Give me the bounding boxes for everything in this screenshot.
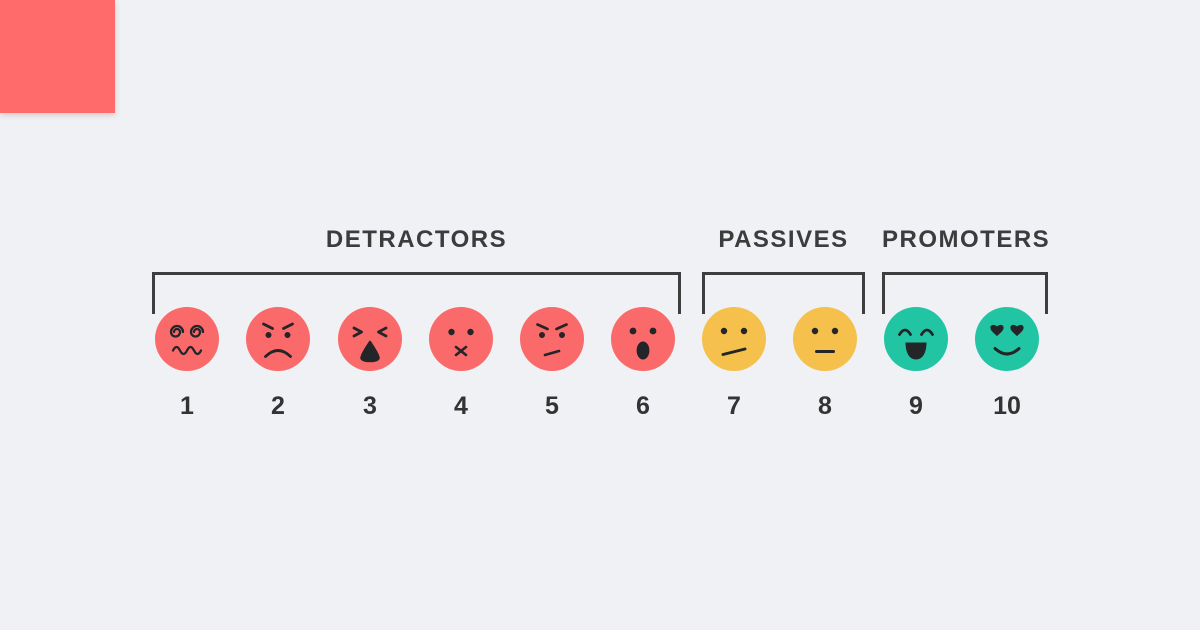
score-label-6: 6 [636, 392, 650, 420]
score-label-5: 5 [545, 392, 559, 420]
score-label-9: 9 [909, 392, 923, 420]
face-icon-neutral [793, 307, 857, 371]
face-icon-yelling [338, 307, 402, 371]
face-icon-heart-eyes [975, 307, 1039, 371]
score-label-10: 10 [993, 392, 1021, 420]
group-label-passives: PASSIVES [718, 226, 849, 253]
score-label-2: 2 [271, 392, 285, 420]
face-icon-angry [246, 307, 310, 371]
group-label-promoters: PROMOTERS [882, 226, 1051, 253]
face-icon-sealed-lips [429, 307, 493, 371]
nps-face-3-yelling [338, 307, 402, 371]
face-icon-dizzy [155, 307, 219, 371]
nps-face-2-angry [246, 307, 310, 371]
score-label-1: 1 [180, 392, 194, 420]
nps-group-detractors: DETRACTORS [152, 226, 681, 314]
face-icon-shocked [611, 307, 675, 371]
nps-face-7-skeptical [702, 307, 766, 371]
nps-face-5-annoyed [520, 307, 584, 371]
corner-accent-square [0, 0, 115, 113]
score-label-7: 7 [727, 392, 741, 420]
nps-face-9-laughing [884, 307, 948, 371]
face-icon-skeptical [702, 307, 766, 371]
score-label-4: 4 [454, 392, 468, 420]
nps-group-passives: PASSIVES [702, 226, 865, 314]
score-label-3: 3 [363, 392, 377, 420]
bracket-passives [702, 272, 865, 314]
face-icon-annoyed [520, 307, 584, 371]
group-label-detractors: DETRACTORS [325, 226, 508, 253]
nps-face-1-dizzy [155, 307, 219, 371]
nps-face-6-shocked [611, 307, 675, 371]
face-icon-laughing [884, 307, 948, 371]
bracket-promoters [882, 272, 1048, 314]
nps-face-4-sealed-lips [429, 307, 493, 371]
nps-group-promoters: PROMOTERS [882, 226, 1051, 314]
nps-face-8-neutral [793, 307, 857, 371]
nps-face-10-heart-eyes [975, 307, 1039, 371]
score-label-8: 8 [818, 392, 832, 420]
bracket-detractors [152, 272, 681, 314]
